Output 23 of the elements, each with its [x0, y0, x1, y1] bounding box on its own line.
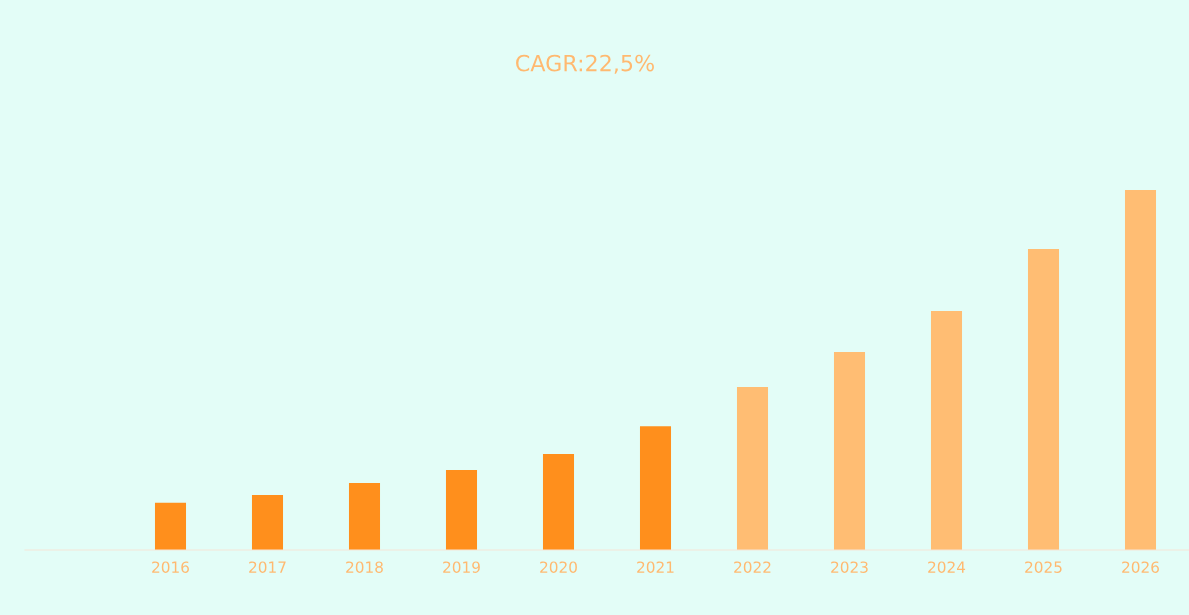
bar	[930, 310, 963, 550]
bar	[251, 494, 284, 550]
x-tick-label: 2016	[152, 561, 189, 573]
bar	[445, 470, 478, 550]
x-tick-label: 2026	[1122, 561, 1159, 573]
bar	[348, 483, 381, 550]
chart-title: CAGR:22,5%	[516, 54, 654, 74]
x-tick-label: 2019	[443, 561, 480, 573]
x-tick-label: 2023	[831, 561, 868, 573]
bar	[542, 453, 575, 550]
x-tick-label: 2020	[540, 561, 577, 573]
bar	[154, 502, 187, 550]
x-tick-label: 2018	[346, 561, 383, 573]
x-tick-label: 2022	[734, 561, 771, 573]
x-tick-label: 2021	[637, 561, 674, 573]
x-tick-label: 2025	[1025, 561, 1062, 573]
bar	[639, 426, 672, 550]
bar	[736, 386, 769, 550]
bar	[833, 352, 866, 550]
bar	[1027, 249, 1060, 550]
x-tick-label: 2017	[249, 561, 286, 573]
x-tick-label: 2024	[928, 561, 966, 573]
bar	[1124, 190, 1157, 550]
